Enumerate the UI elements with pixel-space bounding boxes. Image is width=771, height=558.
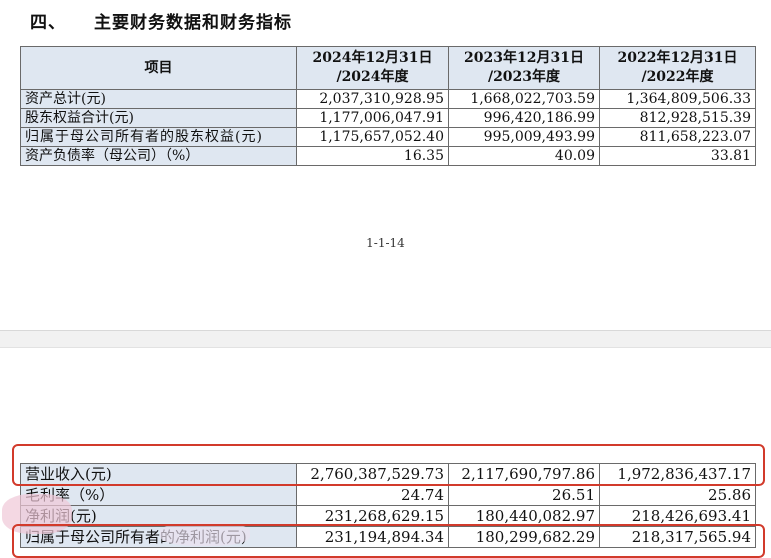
header-2022: 2022年12月31日 /2022年度 <box>599 46 756 90</box>
cell-value: 231,268,629.15 <box>296 505 449 527</box>
cell-value: 1,364,809,506.33 <box>599 89 756 109</box>
row-label: 毛利率（%） <box>20 484 297 506</box>
header-2023-text: 2023年12月31日 /2023年度 <box>464 50 584 85</box>
financial-data-table: 项目 2024年12月31日 /2024年度 2023年12月31日 /2023… <box>20 46 756 166</box>
table-row: 股东权益合计(元) 1,177,006,047.91 996,420,186.9… <box>20 108 756 128</box>
header-2024-text: 2024年12月31日 /2024年度 <box>312 50 433 85</box>
table-header-row: 项目 2024年12月31日 /2024年度 2023年12月31日 /2023… <box>20 46 756 90</box>
row-label: 股东权益合计(元) <box>20 108 297 128</box>
header-2024: 2024年12月31日 /2024年度 <box>296 46 449 90</box>
cell-value: 1,175,657,052.40 <box>296 127 449 147</box>
row-label: 归属于母公司所有者的股东权益(元) <box>20 127 297 147</box>
row-label: 资产负债率（母公司）（%） <box>20 146 297 166</box>
header-2022-text: 2022年12月31日 /2022年度 <box>617 50 738 85</box>
row-label: 营业收入(元) <box>20 463 297 485</box>
header-item: 项目 <box>20 46 297 90</box>
cell-value: 1,668,022,703.59 <box>448 89 600 109</box>
cell-value: 26.51 <box>448 484 600 506</box>
row-label: 净利润(元) <box>20 505 297 527</box>
section-title: 主要财务数据和财务指标 <box>94 13 292 33</box>
header-2023: 2023年12月31日 /2023年度 <box>448 46 600 90</box>
cell-value: 812,928,515.39 <box>599 108 756 128</box>
highlight-box-revenue <box>12 444 765 486</box>
cell-value: 25.86 <box>599 484 756 506</box>
cell-value: 180,440,082.97 <box>448 505 600 527</box>
highlight-box-net-profit <box>12 524 765 558</box>
cell-value: 33.81 <box>599 146 756 166</box>
cell-value: 24.74 <box>296 484 449 506</box>
cell-value: 2,037,310,928.95 <box>296 89 449 109</box>
cell-value: 16.35 <box>296 146 449 166</box>
cell-value: 231,194,894.34 <box>296 526 449 548</box>
row-label: 资产总计(元) <box>20 89 297 109</box>
cell-value: 996,420,186.99 <box>448 108 600 128</box>
table-row: 净利润(元) 231,268,629.15 180,440,082.97 218… <box>20 505 756 527</box>
table-row: 归属于母公司所有者的股东权益(元) 1,175,657,052.40 995,0… <box>20 127 756 147</box>
cell-value: 1,177,006,047.91 <box>296 108 449 128</box>
cell-value: 2,117,690,797.86 <box>448 463 600 485</box>
cell-value: 811,658,223.07 <box>599 127 756 147</box>
section-number: 四、 <box>30 13 66 33</box>
table-row: 营业收入(元) 2,760,387,529.73 2,117,690,797.8… <box>20 463 756 485</box>
table-row: 资产总计(元) 2,037,310,928.95 1,668,022,703.5… <box>20 89 756 109</box>
section-heading: 四、 主要财务数据和财务指标 <box>30 8 292 33</box>
cell-value: 218,317,565.94 <box>599 526 756 548</box>
income-data-table: 营业收入(元) 2,760,387,529.73 2,117,690,797.8… <box>20 463 756 548</box>
blur-smudge <box>160 522 250 546</box>
cell-value: 180,299,682.29 <box>448 526 600 548</box>
cell-value: 40.09 <box>448 146 600 166</box>
page-separator <box>0 330 771 348</box>
cell-value: 995,009,493.99 <box>448 127 600 147</box>
cell-value: 2,760,387,529.73 <box>296 463 449 485</box>
table-row: 资产负债率（母公司）（%） 16.35 40.09 33.81 <box>20 146 756 166</box>
table-row: 毛利率（%） 24.74 26.51 25.86 <box>20 484 756 506</box>
page-number: 1-1-14 <box>366 236 405 250</box>
